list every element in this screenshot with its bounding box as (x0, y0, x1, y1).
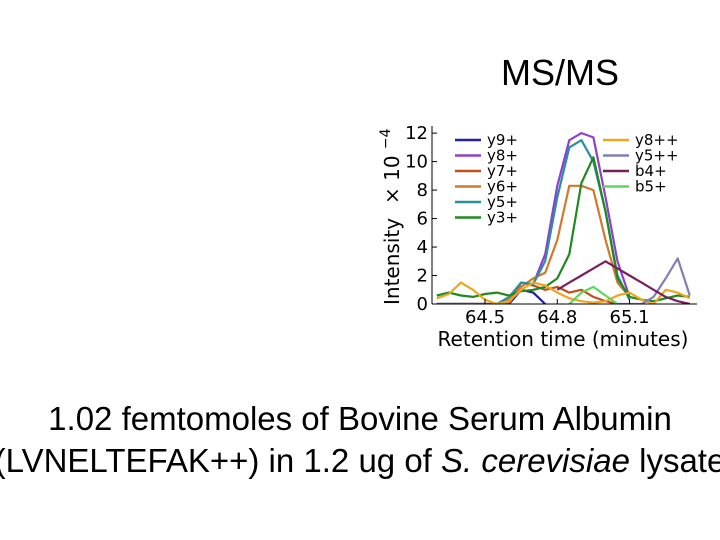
legend-label: y8++ (635, 131, 679, 149)
y-tick-label: 12 (405, 123, 428, 144)
caption-line-2: (LVNELTEFAK++) in 1.2 ug of S. cerevisia… (0, 440, 720, 482)
legend-label: y8+ (487, 147, 518, 165)
series-line-b4p (556, 260, 691, 304)
slide-caption: 1.02 femtomoles of Bovine Serum Albumin … (0, 398, 720, 482)
series-line-y5pp (617, 257, 691, 304)
y-tick-label: 8 (417, 180, 428, 201)
series-line-y8pp (436, 281, 691, 304)
y-tick-label: 0 (417, 294, 428, 315)
y-tick-label: 4 (417, 237, 428, 258)
x-tick-label: 65.1 (610, 307, 650, 328)
y-tick-label: 6 (417, 209, 428, 230)
caption-line-2-post: lysate (629, 442, 720, 479)
legend-label: y5+ (487, 193, 518, 211)
legend-label: y6+ (487, 178, 518, 196)
x-tick-label: 64.8 (537, 307, 577, 328)
y-multiplier: × 10 −4 (378, 128, 404, 204)
legend-label: b4+ (635, 162, 667, 180)
caption-line-1: 1.02 femtomoles of Bovine Serum Albumin (48, 400, 672, 437)
legend-label: y9+ (487, 131, 518, 149)
y-axis-label: Intensity (380, 218, 404, 305)
y-tick-label: 10 (405, 152, 428, 173)
series-line-b5p (568, 285, 619, 304)
y-tick-label: 2 (417, 266, 428, 287)
caption-line-2-pre: (LVNELTEFAK++) in 1.2 ug of (0, 442, 442, 479)
slide-title: MS/MS (500, 52, 619, 93)
x-axis-label: Retention time (minutes) (438, 327, 689, 351)
legend-label: y5++ (635, 147, 679, 165)
legend-label: y7+ (487, 162, 518, 180)
series-line-y6p (436, 184, 631, 304)
legend-label: b5+ (635, 178, 667, 196)
legend-label: y3+ (487, 209, 518, 227)
caption-organism: S. cerevisiae (441, 442, 630, 479)
x-tick-label: 64.5 (465, 307, 505, 328)
